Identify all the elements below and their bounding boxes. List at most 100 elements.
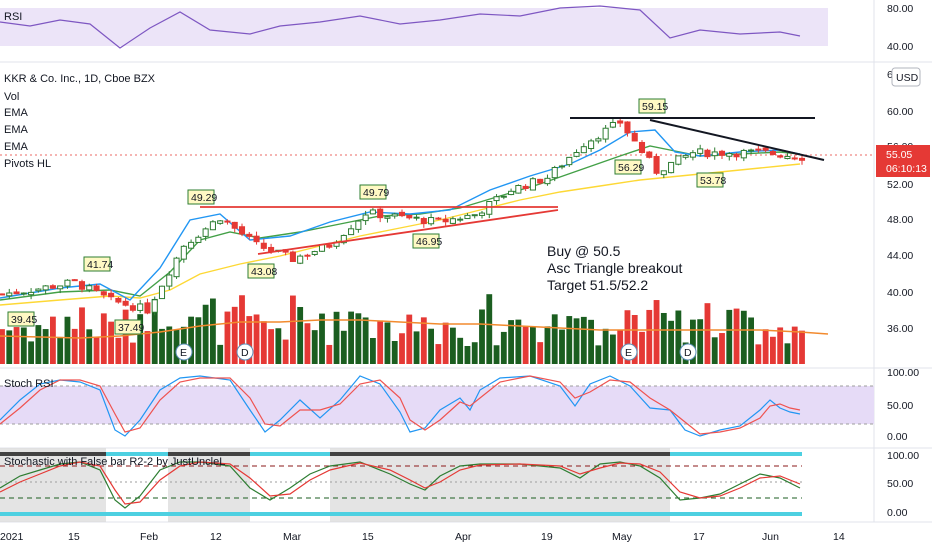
- candle-body: [529, 178, 536, 191]
- candle-body: [464, 214, 471, 220]
- candle-body: [762, 147, 769, 151]
- candle-body: [500, 195, 507, 198]
- pivot-low-2: 37.49: [118, 322, 144, 334]
- candle-body: [798, 157, 806, 161]
- stochastic-tick-50: 50.00: [887, 478, 913, 490]
- candle-body: [515, 184, 522, 194]
- volume-bar: [697, 319, 704, 364]
- candle-body: [508, 190, 515, 196]
- stoch-rsi-tick-50: 50.00: [887, 400, 913, 412]
- candle-body: [428, 217, 435, 225]
- volume-bar: [748, 317, 754, 364]
- dividend-marker-1-label: D: [241, 347, 249, 359]
- price-tick-36: 36.00: [887, 323, 913, 335]
- candle-body: [740, 149, 747, 159]
- dividend-marker-2[interactable]: [679, 343, 697, 361]
- candle-body: [413, 216, 420, 219]
- candle-body: [71, 279, 78, 282]
- volume-bar: [420, 317, 427, 364]
- candle-body: [0, 293, 6, 296]
- stoch-rsi-d: [0, 375, 801, 435]
- volume-bar: [668, 320, 674, 364]
- candle-body: [602, 127, 609, 140]
- volume-bar: [282, 339, 289, 364]
- candle-body: [260, 242, 267, 249]
- stoch-rsi-label: Stoch RSI: [4, 378, 54, 390]
- volume-bar: [711, 337, 718, 364]
- volume-bar: [0, 329, 5, 364]
- volume-bar: [559, 329, 565, 364]
- candle-body: [769, 151, 776, 155]
- volume-bar: [130, 342, 136, 364]
- ema-mid-line: [0, 145, 801, 301]
- volume-bar: [675, 310, 682, 364]
- volume-ma-line: [0, 319, 829, 339]
- candle-body: [733, 153, 740, 158]
- volume-bar: [57, 336, 64, 364]
- volume-bar: [464, 345, 471, 364]
- candle-body: [195, 236, 202, 243]
- candle-body: [78, 281, 86, 290]
- volume-bar: [610, 334, 616, 364]
- pivot-low-5: 56.29: [618, 162, 644, 174]
- candle-body: [253, 235, 260, 243]
- stoch-rsi-panel: Stoch RSI 100.00 50.00 0.00: [0, 367, 919, 443]
- volume-bar: [290, 295, 296, 364]
- candle-body: [158, 285, 166, 300]
- event-markers: E D E D: [175, 343, 697, 361]
- time-tick-may-17: 17: [693, 531, 705, 543]
- volume-bar: [726, 309, 733, 364]
- volume-bar: [428, 328, 434, 364]
- pivot-high-1: 49.29: [191, 192, 217, 204]
- volume-bar: [122, 309, 129, 364]
- volume-bar: [500, 331, 507, 364]
- volume-bar: [115, 337, 122, 364]
- candle-body: [617, 120, 624, 124]
- candle-body: [638, 141, 646, 154]
- candle-body: [180, 245, 187, 260]
- volume-bar: [639, 331, 645, 364]
- earnings-marker-2-label: E: [625, 347, 632, 359]
- volume-bar: [166, 326, 173, 364]
- volume-bar: [217, 344, 224, 364]
- volume-bar: [224, 311, 231, 364]
- time-tick-feb: Feb: [140, 531, 158, 543]
- candle-body: [64, 279, 71, 287]
- candle-body: [449, 218, 456, 224]
- volume-bar: [653, 300, 660, 364]
- candle-body: [304, 254, 311, 257]
- price-axis: 64 USD 60.00 56.00 52.00 48.00 44.00 40.…: [887, 67, 921, 335]
- volume-bar: [479, 309, 485, 364]
- candle-body: [398, 211, 406, 217]
- volume-bar: [20, 327, 27, 364]
- candle-body: [238, 226, 246, 235]
- volume-bar: [79, 307, 85, 364]
- volume-bar: [580, 316, 587, 364]
- earnings-marker-2[interactable]: [620, 343, 638, 361]
- candle-body: [457, 218, 464, 221]
- rsi-line: [0, 5, 801, 49]
- volume-bar: [719, 333, 725, 364]
- volume-bar: [791, 326, 798, 364]
- time-tick-apr-19: 19: [541, 531, 553, 543]
- candle-body: [355, 220, 362, 230]
- currency-badge[interactable]: [891, 67, 921, 87]
- candle-body: [689, 152, 696, 158]
- dividend-marker-1[interactable]: [236, 343, 254, 361]
- volume-bar: [617, 330, 624, 364]
- earnings-marker-1[interactable]: [175, 343, 193, 361]
- volume-bar: [28, 341, 34, 364]
- candle-body: [20, 292, 27, 295]
- candle-body: [384, 216, 391, 219]
- volume-bar: [268, 329, 274, 364]
- candle-body: [442, 218, 449, 223]
- stoch-rsi-band: [0, 386, 874, 424]
- volume-bar: [253, 314, 260, 364]
- pivot-low-6: 53.78: [700, 175, 726, 187]
- volume-bar: [93, 337, 100, 364]
- price-panel: KKR & Co. Inc., 1D, Cboe BZX Vol EMA EMA…: [0, 67, 930, 364]
- candle-body: [588, 140, 595, 150]
- candle-body: [493, 196, 500, 202]
- stochastic-d: [0, 461, 801, 505]
